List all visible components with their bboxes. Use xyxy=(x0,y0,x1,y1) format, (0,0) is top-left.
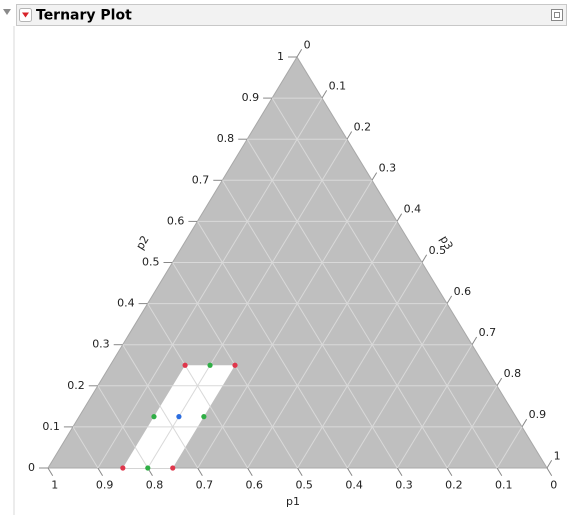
p2-axis-label: p2 xyxy=(133,233,151,252)
p3-tick-label: 0 xyxy=(304,38,311,51)
tick-mark xyxy=(396,213,403,222)
p2-tick-label: 0.1 xyxy=(42,420,60,433)
design-point xyxy=(145,465,151,471)
grid-line xyxy=(97,97,323,469)
grid-line xyxy=(147,138,348,469)
p3-tick-label: 0.4 xyxy=(404,203,422,216)
grid-line xyxy=(221,180,398,469)
p2-tick-label: 0 xyxy=(28,461,35,474)
p2-tick-label: 0.9 xyxy=(242,91,260,104)
p3-tick-label: 0.9 xyxy=(529,408,547,421)
tick-mark xyxy=(546,460,553,469)
grid-line xyxy=(396,344,473,469)
restore-icon[interactable] xyxy=(551,9,563,21)
grid-line xyxy=(247,221,398,469)
grid-line xyxy=(297,262,423,469)
tick-mark xyxy=(446,295,453,304)
p3-axis-label: p3 xyxy=(437,233,455,252)
design-point xyxy=(207,362,213,368)
p3-tick-label: 0.8 xyxy=(504,367,522,380)
p2-tick-label: 0.4 xyxy=(117,297,135,310)
design-point xyxy=(120,465,126,471)
p2-tick-label: 1 xyxy=(277,50,284,63)
p3-tick-label: 0.6 xyxy=(454,285,472,298)
p1-tick-label: 0.4 xyxy=(345,479,363,492)
tick-mark xyxy=(47,467,54,476)
p1-tick-label: 0.6 xyxy=(246,479,264,492)
p3-tick-label: 0.1 xyxy=(329,79,347,92)
restore-button[interactable] xyxy=(551,9,563,21)
grid-line xyxy=(72,426,99,469)
p1-tick-label: 0.1 xyxy=(495,479,513,492)
p2-tick-label: 0.6 xyxy=(167,214,185,227)
tick-mark xyxy=(297,467,303,476)
menu-icon xyxy=(22,12,29,18)
design-point xyxy=(151,414,157,420)
p1-tick-label: 0.2 xyxy=(445,479,463,492)
tick-mark xyxy=(197,467,203,476)
design-point xyxy=(170,465,176,471)
tick-mark xyxy=(371,172,378,181)
p1-tick-label: 0.5 xyxy=(295,479,313,492)
design-point xyxy=(182,362,188,368)
grid-line xyxy=(346,303,448,469)
tick-mark xyxy=(546,467,553,476)
p1-tick-label: 0.3 xyxy=(395,479,413,492)
tick-mark xyxy=(446,467,453,476)
restore-icon-inner xyxy=(554,12,560,18)
p1-tick-label: 1 xyxy=(51,479,58,492)
p1-tick-label: 0.7 xyxy=(196,479,214,492)
p3-tick-label: 0.2 xyxy=(354,120,372,133)
design-point xyxy=(232,362,238,368)
tick-mark xyxy=(521,418,528,428)
grid-line xyxy=(271,97,498,469)
p1-tick-label: 0.9 xyxy=(96,479,114,492)
header-title: Ternary Plot xyxy=(36,8,132,24)
tick-mark xyxy=(346,467,353,476)
p2-tick-label: 0.5 xyxy=(142,256,160,269)
p2-tick-label: 0.3 xyxy=(92,338,110,351)
p3-tick-label: 0.3 xyxy=(379,162,397,175)
p3-tick-label: 0.7 xyxy=(479,326,497,339)
tick-mark xyxy=(471,336,478,345)
p2-tick-label: 0.8 xyxy=(217,132,235,145)
design-point xyxy=(176,414,182,420)
tick-mark xyxy=(396,467,403,476)
tick-mark xyxy=(496,377,503,387)
p2-tick-label: 0.7 xyxy=(192,173,210,186)
tick-mark xyxy=(321,90,328,99)
p3-tick-label: 1 xyxy=(554,449,561,462)
tick-mark xyxy=(247,467,253,476)
grid-line xyxy=(197,180,373,469)
grid-line xyxy=(496,426,523,469)
tick-mark xyxy=(346,131,353,140)
p1-tick-label: 0 xyxy=(550,479,557,492)
p1-axis-label: p1 xyxy=(286,495,300,508)
tick-mark xyxy=(97,467,104,476)
header-bar xyxy=(16,4,567,26)
tick-mark xyxy=(496,467,503,476)
design-point xyxy=(201,414,207,420)
p2-tick-label: 0.2 xyxy=(67,379,85,392)
grid-line xyxy=(446,385,498,469)
tick-mark xyxy=(296,49,303,58)
tick-mark xyxy=(421,254,428,263)
disclosure-icon[interactable] xyxy=(3,9,11,15)
grid-line xyxy=(122,344,199,469)
p3-tick-label: 0.5 xyxy=(429,244,447,257)
p1-tick-label: 0.8 xyxy=(146,479,164,492)
